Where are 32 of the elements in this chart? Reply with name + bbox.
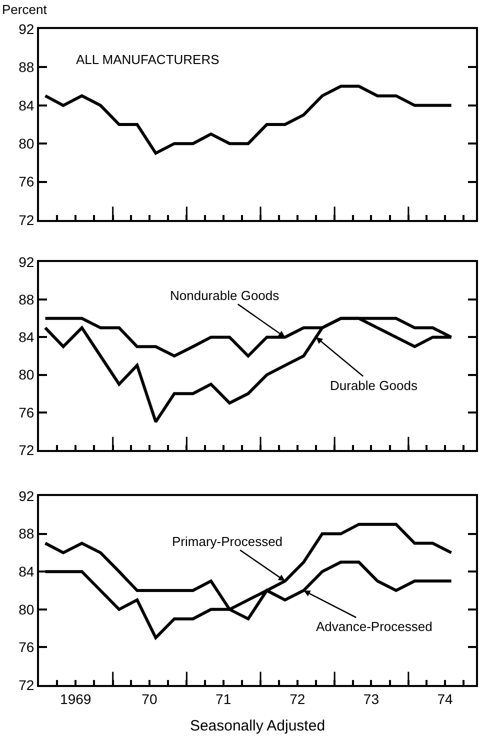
line-series [44, 84, 453, 155]
annotation: Advance-Processed [316, 619, 432, 634]
x-tick-label: 1969 [60, 690, 92, 707]
y-tick-label: 84 [18, 564, 34, 580]
x-tick-label: 74 [437, 690, 454, 707]
y-tick-label: 72 [18, 676, 34, 693]
annotation: Nondurable Goods [170, 288, 280, 303]
y-tick-label: 88 [18, 59, 34, 76]
y-tick-label: 88 [18, 292, 34, 308]
y-tick-label: 88 [18, 526, 34, 542]
annotation: Primary-Processed [172, 534, 283, 549]
y-tick-label: 84 [18, 329, 34, 346]
y-tick-label: 80 [18, 366, 34, 383]
y-tick-label: 92 [18, 254, 34, 270]
y-tick-label: 72 [18, 442, 34, 458]
annotation: Durable Goods [330, 378, 418, 393]
y-tick-label: 72 [18, 212, 34, 228]
y-axis-title: Percent [2, 2, 48, 17]
y-tick-label: 80 [18, 136, 34, 152]
x-tick-label: 70 [142, 690, 158, 707]
x-axis-title: Seasonally Adjusted [190, 717, 326, 734]
y-tick-label: 76 [18, 404, 34, 420]
annotation: ALL MANUFACTURERS [76, 52, 220, 67]
y-tick-label: 80 [18, 601, 34, 618]
x-tick-label: 72 [290, 690, 306, 707]
y-tick-label: 76 [18, 639, 34, 656]
y-tick-label: 92 [18, 488, 34, 504]
y-tick-label: 92 [18, 20, 34, 37]
x-tick-label: 73 [363, 690, 380, 707]
x-tick-label: 71 [216, 690, 232, 707]
y-tick-label: 84 [18, 97, 34, 114]
y-tick-label: 76 [18, 174, 34, 190]
